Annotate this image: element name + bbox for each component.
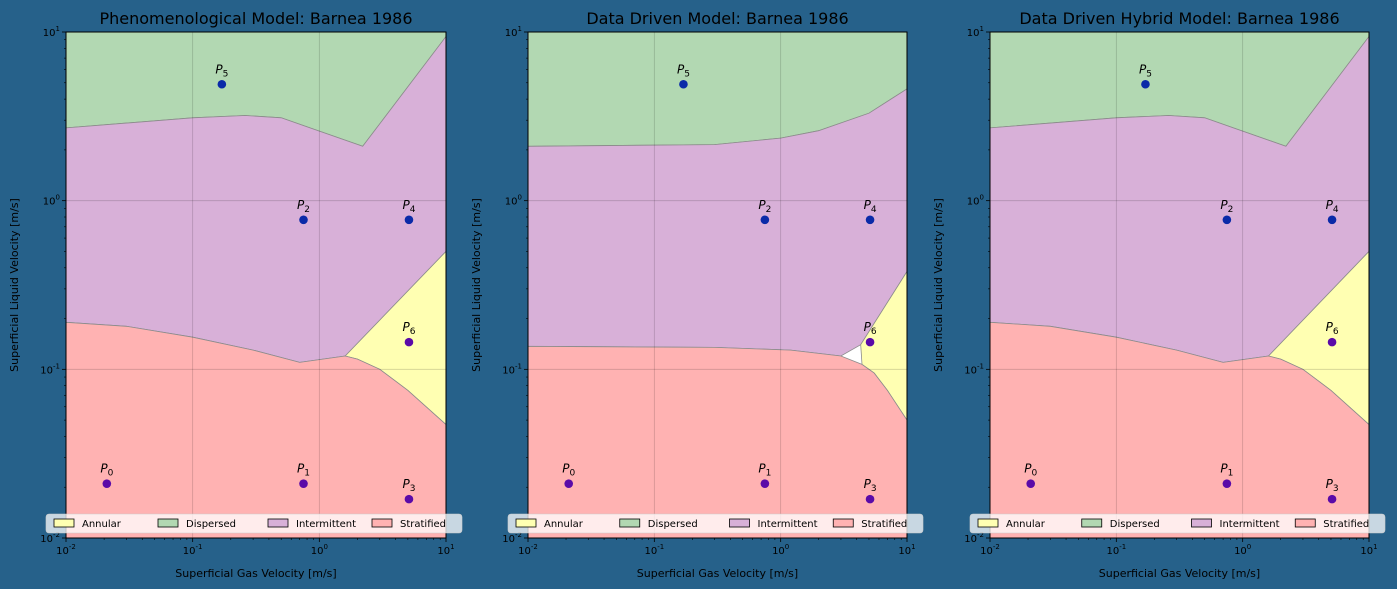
chart-2-point-p5	[679, 79, 688, 89]
chart-2-legend-swatch-intermittent	[729, 518, 750, 528]
chart-3-x-tick-label: 100	[1234, 543, 1251, 557]
chart-1-legend-label-intermittent: Intermittent	[296, 519, 356, 530]
chart-3-legend: Annular Dispersed Intermittent Stratified	[969, 513, 1386, 534]
chart-2-point-p3	[865, 494, 875, 504]
chart-1-point-p5	[217, 79, 227, 89]
chart-2-legend-label-dispersed: Dispersed	[648, 519, 698, 530]
chart-3-legend-swatch-intermittent	[1191, 518, 1212, 528]
chart-1-title: Phenomenological Model: Barnea 1986	[99, 9, 412, 28]
chart-1-legend-swatch-annular	[53, 518, 75, 528]
chart-3-y-tick-label: 101	[967, 25, 984, 39]
chart-3-y-axis-label: Superficial Liquid Velocity [m/s]	[932, 198, 945, 372]
chart-1-region-stratified	[66, 321, 446, 538]
chart-3-axes-frame	[989, 31, 1370, 539]
chart-1-legend-label-stratified: Stratified	[400, 519, 446, 530]
chart-3-x-tick-label: 10-2	[980, 543, 1000, 557]
chart-1-ticks	[62, 31, 447, 542]
chart-2-legend: Annular Dispersed Intermittent Stratified	[507, 513, 924, 534]
chart-3-point-p0	[1026, 479, 1036, 488]
chart-1-legend: Annular Dispersed Intermittent Stratified	[45, 513, 463, 534]
chart-3-grid	[990, 32, 1369, 538]
chart-1-point-p3	[404, 494, 414, 504]
chart-3-point-p6	[1327, 337, 1337, 347]
chart-2-x-axis-label: Superficial Gas Velocity [m/s]	[637, 567, 798, 580]
chart-2-legend-swatch-stratified	[832, 518, 854, 528]
chart-2-legend-label-stratified: Stratified	[861, 519, 907, 530]
chart-3-legend-box	[969, 513, 1386, 534]
chart-2-legend-label-intermittent: Intermittent	[758, 519, 818, 530]
chart-1-y-axis-label: Superficial Liquid Velocity [m/s]	[8, 198, 21, 372]
chart-2-legend-swatch-annular	[515, 518, 537, 528]
chart-3-x-tick-label: 10-1	[1106, 543, 1126, 557]
chart-1: 10-2 10-1 100 10110-210-1100101Phenomenolog…	[8, 9, 463, 580]
chart-3-legend-label-stratified: Stratified	[1323, 519, 1369, 530]
chart-1-y-tick-label: 10-1	[40, 362, 60, 376]
chart-3-point-p1	[1222, 479, 1232, 488]
chart-1-legend-swatch-dispersed	[157, 518, 179, 528]
chart-2-axes-frame	[527, 31, 908, 539]
chart-2-y-tick-label: 100	[505, 194, 522, 208]
chart-3-legend-label-intermittent: Intermittent	[1220, 519, 1280, 530]
chart-3-x-tick-label: 101	[1360, 543, 1377, 557]
chart-3-y-tick-label: 100	[967, 194, 984, 208]
chart-3-region-stratified	[990, 321, 1369, 538]
chart-2-legend-box	[507, 513, 924, 534]
chart-1-y-tick-label: 100	[43, 194, 60, 208]
chart-2-point-p0	[564, 479, 574, 488]
chart-1-axes-frame	[65, 31, 447, 539]
chart-1-x-axis-label: Superficial Gas Velocity [m/s]	[175, 567, 336, 580]
chart-3-y-tick-label: 10-1	[964, 362, 984, 376]
chart-1-x-tick-label: 100	[311, 543, 328, 557]
chart-2-x-tick-label: 10-1	[644, 543, 664, 557]
chart-2-legend-label-annular: Annular	[544, 519, 584, 530]
chart-1-grid	[66, 32, 446, 538]
chart-1-y-tick-label: 101	[43, 25, 60, 39]
chart-3-x-axis-label: Superficial Gas Velocity [m/s]	[1099, 567, 1260, 580]
chart-1-legend-label-dispersed: Dispersed	[186, 519, 236, 530]
chart-1-point-p4	[404, 215, 414, 225]
chart-2-y-tick-label: 10-1	[502, 362, 522, 376]
chart-2-x-tick-label: 10-2	[518, 543, 538, 557]
chart-2-point-p2	[760, 215, 770, 225]
chart-1-point-p1	[299, 479, 308, 488]
chart-2-x-tick-label: 101	[898, 543, 915, 557]
chart-3-legend-label-annular: Annular	[1006, 519, 1046, 530]
chart-2-ticks	[524, 31, 908, 542]
chart-1-x-tick-label: 10-1	[183, 543, 203, 557]
chart-3-point-p2	[1222, 215, 1232, 225]
chart-3-ticks	[986, 31, 1370, 542]
chart-2-legend-swatch-dispersed	[619, 518, 641, 528]
chart-3-title: Data Driven Hybrid Model: Barnea 1986	[1019, 9, 1339, 28]
chart-3-point-p5	[1141, 79, 1150, 89]
chart-2-region-stratified	[528, 345, 907, 538]
chart-1-legend-swatch-stratified	[371, 518, 393, 528]
chart-2-y-tick-label: 101	[505, 25, 522, 39]
chart-3-point-p4	[1327, 215, 1337, 225]
chart-2-point-p1	[760, 479, 770, 488]
chart-1-point-p2	[299, 215, 308, 225]
chart-2-title: Data Driven Model: Barnea 1986	[586, 9, 848, 28]
chart-3-legend-swatch-annular	[977, 518, 999, 528]
chart-3-legend-label-dispersed: Dispersed	[1110, 519, 1160, 530]
chart-3-legend-swatch-stratified	[1294, 518, 1316, 528]
chart-1-x-tick-label: 10-2	[56, 543, 76, 557]
chart-2-point-p6	[865, 337, 875, 347]
chart-1-point-p0	[102, 479, 112, 488]
chart-2-grid	[528, 32, 907, 538]
chart-1-x-tick-label: 101	[437, 543, 454, 557]
chart-3-legend-swatch-dispersed	[1081, 518, 1103, 528]
chart-1-legend-label-annular: Annular	[82, 519, 122, 530]
chart-3-point-p3	[1327, 494, 1337, 504]
chart-2-point-p4	[865, 215, 875, 225]
chart-1-legend-box	[45, 513, 463, 534]
chart-1-point-p6	[404, 337, 414, 347]
chart-2-y-axis-label: Superficial Liquid Velocity [m/s]	[470, 198, 483, 372]
chart-2-x-tick-label: 100	[772, 543, 789, 557]
chart-1-legend-swatch-intermittent	[267, 518, 289, 528]
